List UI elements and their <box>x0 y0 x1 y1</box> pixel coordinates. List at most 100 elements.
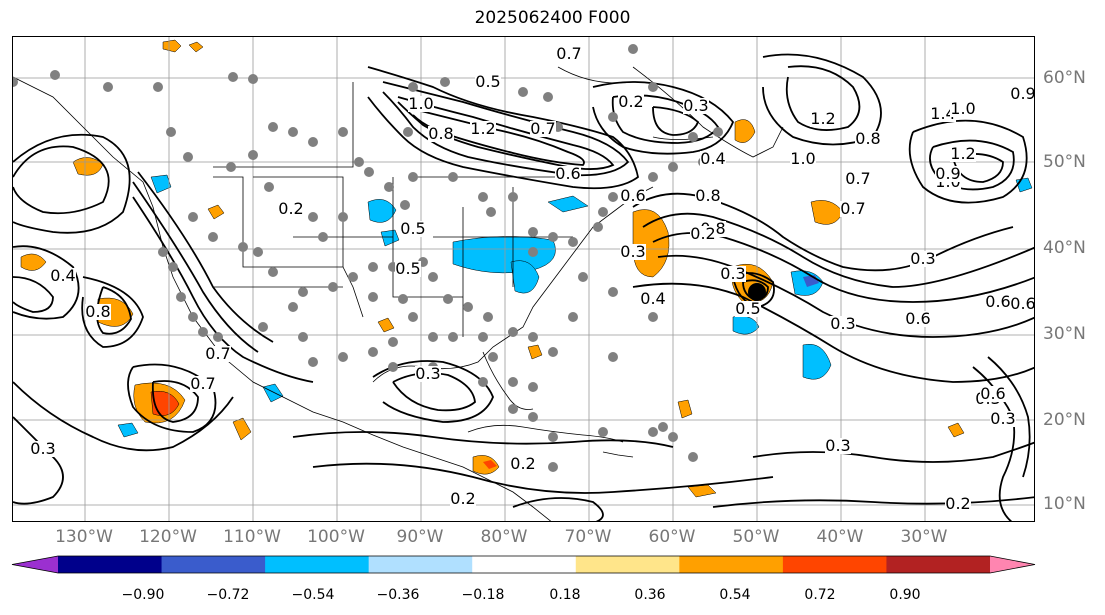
dot-icon <box>188 312 198 322</box>
dot-icon <box>338 212 348 222</box>
contour-label-bg <box>556 46 582 62</box>
contour-label-bg <box>50 268 76 284</box>
colorbar-cell <box>368 556 473 573</box>
contour-label-bg <box>555 166 581 182</box>
contour-label-bg <box>735 301 761 317</box>
contour-label-bg <box>840 201 866 217</box>
shade-area <box>452 236 556 274</box>
colorbar-tick-label: 0.54 <box>719 587 751 603</box>
lat-label: 50°N <box>1043 152 1086 172</box>
dot-icon <box>338 127 348 137</box>
colorbar-extend-min <box>12 556 58 573</box>
contour-label-bg <box>85 304 111 320</box>
lon-label: 90°W <box>396 527 444 547</box>
map-canvas: 0.50.70.70.61.00.8 1.20.2 0.30.40.6 0.81.01… <box>13 37 1034 521</box>
lon-label: 80°W <box>480 527 528 547</box>
contour-layer <box>13 53 1034 521</box>
dot-icon <box>338 352 348 362</box>
contour-label-bg <box>30 441 56 457</box>
contour-label-bg <box>935 166 961 182</box>
contour-label: 1.0 <box>408 94 433 113</box>
shade-area <box>810 200 844 225</box>
dot-icon <box>388 337 398 347</box>
dot-icon <box>288 127 298 137</box>
shade-area <box>377 317 395 333</box>
shade-area <box>188 41 204 53</box>
contour-label: 0.5 <box>735 299 760 318</box>
dot-icon <box>508 192 518 202</box>
colorbar-tick-label: 0.18 <box>549 587 581 603</box>
dot-icon <box>528 227 538 237</box>
dot-icon <box>648 312 658 322</box>
contour-label: 0.7 <box>845 169 870 188</box>
contour-label: 0.5 <box>475 72 500 91</box>
lat-label: 10°N <box>1043 494 1086 514</box>
dot-icon <box>593 222 603 232</box>
contour-label: 0.8 <box>855 129 880 148</box>
dot-icon <box>713 127 723 137</box>
contour-label-bg <box>950 101 976 117</box>
contour-label-bg <box>395 261 421 277</box>
contour-label-bg <box>810 111 836 127</box>
contour-label-bg <box>855 131 881 147</box>
shade-area <box>734 119 756 143</box>
contour-label-bg <box>905 311 931 327</box>
colorbar-cell <box>58 556 163 573</box>
shade-area <box>232 417 252 441</box>
dot-icon <box>648 82 658 92</box>
dot-icon <box>648 427 658 437</box>
dot-icon <box>368 347 378 357</box>
dot-icon <box>364 167 374 177</box>
dot-icon <box>176 292 186 302</box>
dot-icon <box>226 162 236 172</box>
dot-icon <box>486 207 496 217</box>
contour-label: 1.2 <box>950 144 975 163</box>
contour-label: 0.6 <box>980 384 1005 403</box>
contour-label: 1.2 <box>470 119 495 138</box>
lat-label: 60°N <box>1043 68 1086 88</box>
coastline-layer <box>13 66 784 521</box>
contour-label-bg <box>985 294 1011 310</box>
contour-label: 0.3 <box>683 96 708 115</box>
dot-icon <box>448 172 458 182</box>
contour-label-bg <box>400 221 426 237</box>
lat-label: 30°N <box>1043 324 1086 344</box>
dot-icon <box>400 200 410 210</box>
dot-icon <box>384 182 394 192</box>
dot-icon <box>318 232 328 242</box>
contour-label: 1.0 <box>950 99 975 118</box>
dot-icon <box>648 172 658 182</box>
shade-area <box>162 39 182 53</box>
contour-label-bg <box>720 266 746 282</box>
contour-label: 0.3 <box>910 249 935 268</box>
contour-label-bg <box>278 201 304 217</box>
dot-icon <box>440 77 450 87</box>
contour-label-bg <box>1010 296 1034 312</box>
shade-area <box>802 343 832 380</box>
dot-icon <box>183 152 193 162</box>
dot-icon <box>448 332 458 342</box>
contour-label-bg <box>510 456 536 472</box>
dot-icon <box>688 452 698 462</box>
colorbar-cell <box>161 556 266 573</box>
contour-label: 0.7 <box>840 199 865 218</box>
shade-area <box>20 253 47 271</box>
contour-label: 0.8 <box>85 302 110 321</box>
dot-icon <box>428 272 438 282</box>
dot-icon <box>543 92 553 102</box>
lon-label: 70°W <box>564 527 612 547</box>
contour-label-layer: 0.50.70.70.61.00.8 1.20.2 0.30.40.6 0.81.01… <box>30 44 1034 513</box>
colorbar-cell <box>265 556 370 573</box>
dot-icon <box>688 132 698 142</box>
dot-icon <box>508 377 518 387</box>
lon-label: 110°W <box>223 527 281 547</box>
contour-label-bg <box>475 74 501 90</box>
contour-label-bg <box>830 316 856 332</box>
dot-icon <box>328 282 338 292</box>
dot-icon <box>548 432 558 442</box>
black-dot-icon <box>748 283 766 301</box>
dot-icon <box>528 382 538 392</box>
contour-label-bg <box>790 151 816 167</box>
contour-label: 0.3 <box>720 264 745 283</box>
dot-icon <box>348 272 358 282</box>
